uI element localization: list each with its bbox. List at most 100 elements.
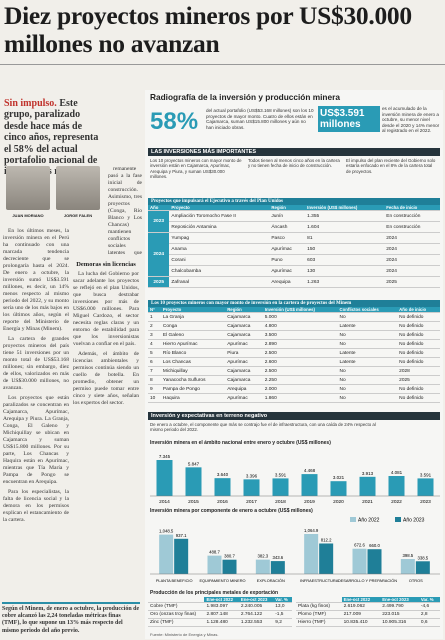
table-cell: No definido: [397, 393, 440, 403]
x-tick-label: OTROS: [409, 578, 423, 583]
table-cell: Cobre (TMF): [148, 602, 205, 611]
table-cell: 10: [148, 393, 161, 403]
year-cell: 2023: [148, 210, 170, 233]
section-header: LAS INVERSIONES MÁS IMPORTANTES: [148, 148, 440, 156]
paragraph: En los últimos meses, la inversión miner…: [3, 228, 69, 332]
paragraph: Para los especialistas, la falta de lice…: [3, 489, 69, 523]
table-cell: En construcción: [384, 221, 440, 233]
x-tick-label: 2022: [391, 499, 402, 505]
table-cell: La Granja: [160, 312, 226, 322]
x-tick-label: INFRAESTRUCTURA: [300, 578, 339, 583]
table-cell: No definido: [397, 312, 440, 322]
value-label: 488.7: [209, 550, 220, 555]
table-row: 6 Los Chancas Apurímac 2.600 Latente No defin…: [148, 357, 440, 367]
investment-text: es el acumulado de la inversión minera d…: [382, 106, 440, 134]
headline: Diez proyectos mineros por US$30.000 mil…: [4, 2, 412, 58]
chart-title: Inversión minera en el ámbito nacional e…: [150, 440, 331, 446]
bar: [359, 476, 376, 496]
table-row: 2024 Yumpag Pasco 81 2024: [148, 232, 440, 277]
table-cell: 2.619.062: [341, 602, 381, 611]
bar: [400, 559, 415, 574]
table-row: Reposición Antamina Áncash 1.604 En constru…: [148, 221, 440, 233]
body-column: remanente pasó a la fase inicial de cons…: [108, 166, 142, 256]
table-cell: Haquira: [160, 393, 226, 403]
column-header: Fecha de inicio: [384, 205, 440, 211]
header-row: Ene-oct 2022 Ene-oct 2023 Var. %: [148, 597, 292, 603]
table-cell: Corani: [169, 254, 270, 266]
paragraph: La cartera de grandes proyectos mineros …: [3, 336, 69, 391]
table-cell: Cajamarca: [225, 375, 263, 385]
chart: 7.345 2014 5.847 2015 3.640 2016 3.396 2017 3.59…: [150, 454, 440, 505]
table-cell: 130: [305, 265, 385, 277]
table-cell: 4: [148, 339, 161, 349]
header-row: Año Proyecto Región Inversión (US$ millones…: [148, 205, 440, 211]
table-cell: Anama: [169, 243, 270, 255]
table-cell: 2024: [384, 265, 440, 277]
table-cell: 1.355: [305, 210, 385, 222]
table-cell: 1.860: [262, 393, 338, 403]
table-cell: Río Blanco: [160, 348, 226, 358]
bar: [207, 555, 222, 574]
column-header: Proyecto: [160, 307, 226, 313]
source: Fuente: Ministerio de Energía y Minas.: [150, 632, 219, 637]
legend-label: Año 2023: [403, 518, 425, 524]
bar: [319, 543, 334, 574]
table-cell: 2025: [384, 276, 440, 288]
column-header: Región: [269, 205, 306, 211]
column-header: Ene-oct 2023: [380, 597, 419, 603]
value-label: 1,048.5: [159, 529, 174, 534]
bar: [304, 534, 319, 574]
table-cell: 223.015: [380, 610, 419, 619]
table-cell: No definido: [397, 384, 440, 394]
value-label: 3.396: [246, 473, 258, 478]
table-cell: Latente: [337, 321, 398, 331]
value-label: 672.6: [354, 543, 365, 548]
fact-box: Todos tienen al menos cinco años en la c…: [248, 158, 340, 169]
table: Año Proyecto Región Inversión (US$ millones…: [148, 205, 440, 288]
legend-swatch: [350, 517, 356, 522]
column-header: Var. %: [418, 597, 440, 603]
table-cell: 13,0: [273, 602, 292, 611]
table-cell: 2025: [397, 375, 440, 385]
body-column: Demoras sin licencias La lucha del Gobier…: [73, 258, 139, 598]
author-photo: [6, 166, 50, 210]
table-cell: Plomo (TMF): [296, 610, 342, 619]
table-cell: 3.500: [262, 330, 338, 340]
table-cell: Zinc (TMF): [148, 618, 205, 627]
bar: [417, 478, 434, 496]
bar: [367, 549, 382, 574]
table-cell: 8: [148, 375, 161, 385]
table-cell: No definido: [397, 321, 440, 331]
x-tick-label: 2019: [304, 499, 315, 505]
column-header: Ene-oct 2023: [238, 597, 274, 603]
table-row: 2025 Zafranal Arequipa 1.263 2025: [148, 276, 440, 288]
table-row: 1 La Granja Cajamarca 5.000 No No definido: [148, 312, 440, 322]
table-cell: Apurímac: [225, 339, 263, 349]
table-cell: 2024: [384, 254, 440, 266]
author-photo: [56, 166, 100, 210]
column-header: [148, 597, 205, 603]
share-text: del actual portafolio (US$53.168 millone…: [206, 108, 314, 130]
subhead: Demoras sin licencias: [76, 261, 136, 268]
body-column: En los últimos meses, la inversión miner…: [3, 228, 69, 598]
column-header: Var. %: [273, 597, 292, 603]
table-cell: 1.263: [305, 276, 385, 288]
bar: [330, 481, 347, 496]
value-label: 1,064.9: [304, 528, 319, 533]
table-cell: No definido: [397, 357, 440, 367]
table-cell: 81: [305, 232, 385, 244]
value-label: 3.021: [333, 475, 345, 480]
table-row: 2 Conga Cajamarca 4.800 Latente No definido: [148, 321, 440, 331]
production-table: Ene-oct 2022 Ene-oct 2023 Var. % Cobre (TMF…: [148, 597, 292, 631]
table-cell: Oro (onzas troy finas): [148, 610, 205, 619]
table-row: Oro (onzas troy finas) 2.807.148 2.764.122…: [148, 610, 292, 619]
table-cell: -4,6: [418, 602, 440, 611]
header-row: Ene-oct 2022 Ene-oct 2023 Var. %: [296, 597, 440, 603]
table-row: Anama Apurímac 150 2024: [148, 243, 440, 255]
table-cell: Chalcobamba: [169, 265, 270, 277]
table-cell: Apurímac: [269, 243, 306, 255]
table-cell: 2.890: [262, 339, 338, 349]
table-cell: 9: [148, 384, 161, 394]
